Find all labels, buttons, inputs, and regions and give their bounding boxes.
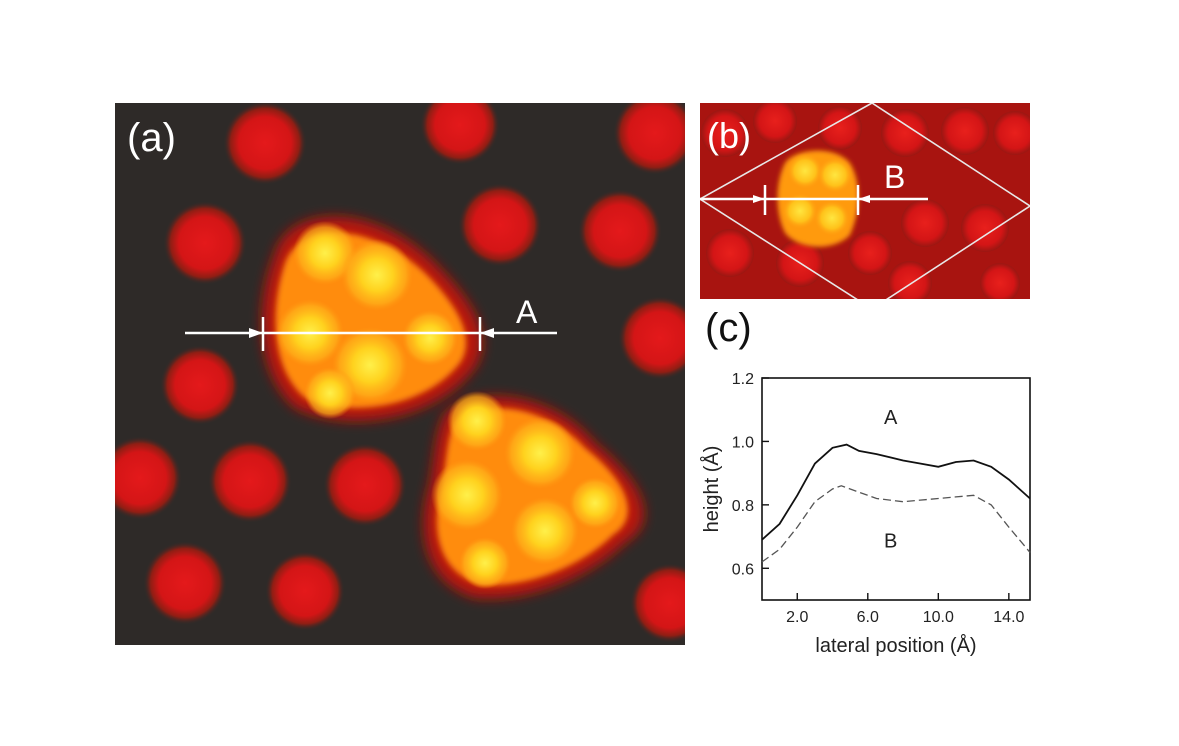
unit-cell-outline <box>700 103 1030 299</box>
series-label-b: B <box>884 531 897 553</box>
y-tick-label: 0.6 <box>732 561 754 578</box>
x-tick-label: 14.0 <box>993 609 1024 626</box>
y-tick-label: 1.0 <box>732 434 754 451</box>
stm-image-a <box>115 103 685 645</box>
stm-image-b <box>700 103 1030 299</box>
profile-marker-b: B <box>884 159 906 195</box>
series-label-a: A <box>884 407 898 429</box>
stm-image-panel-a <box>115 103 685 645</box>
profile-line-b <box>700 185 928 215</box>
plot-frame <box>761 377 1031 601</box>
profile-marker-a: A <box>516 294 538 330</box>
x-tick-label: 6.0 <box>857 609 879 626</box>
molecule-lower <box>423 391 645 599</box>
profile-line-a <box>185 317 557 351</box>
molecule-upper <box>261 216 483 421</box>
panel-c-label: (c) <box>705 306 752 350</box>
series-line-b <box>761 485 1031 563</box>
height-profile-chart: 2.0 6.0 10.0 14.0 0.6 0.8 1.0 1.2 lateral positi… <box>700 371 1031 657</box>
substrate-atoms-b <box>701 103 1030 299</box>
stm-image-panel-b <box>700 103 1030 299</box>
panel-a-label: (a) <box>127 116 176 160</box>
y-axis-label: height (Å) <box>700 446 723 533</box>
series-line-a <box>761 443 1031 541</box>
substrate-atoms <box>115 103 685 643</box>
y-tick-label: 1.2 <box>732 371 754 388</box>
x-axis-label: lateral position (Å) <box>815 634 976 657</box>
x-tick-label: 2.0 <box>786 609 808 626</box>
panel-b-label: (b) <box>707 115 751 156</box>
x-tick-label: 10.0 <box>923 609 954 626</box>
y-tick-label: 0.8 <box>732 498 754 515</box>
